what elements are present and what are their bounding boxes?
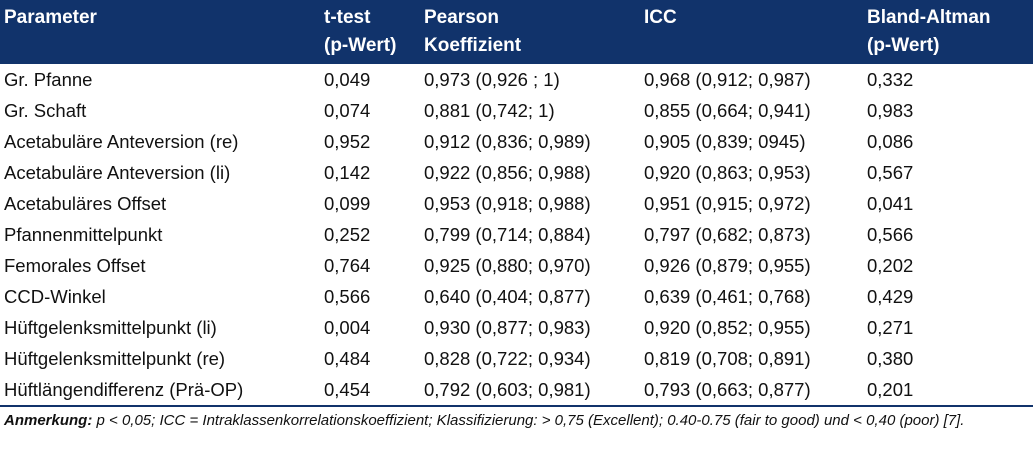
column-header: Parameter: [0, 0, 320, 64]
table-cell: 0,855 (0,664; 0,941): [644, 100, 811, 121]
table-cell: Acetabuläre Anteversion (re): [4, 131, 239, 152]
footnote-label: Anmerkung:: [4, 412, 93, 429]
table-footnote: Anmerkung: p < 0,05; ICC = Intraklassenk…: [0, 407, 1033, 432]
table-cell: Acetabuläre Anteversion (li): [4, 162, 231, 183]
column-header-line1: Bland-Altman: [867, 7, 991, 28]
table-cell: 0,074: [324, 100, 371, 121]
table-cell: 0,920 (0,852; 0,955): [644, 317, 811, 338]
column-header: ICC: [640, 0, 863, 64]
table-row: Acetabuläre Anteversion (re) 0,952 0,912 (…: [0, 126, 1033, 157]
table-row: Acetabuläre Anteversion (li) 0,142 0,922 (…: [0, 157, 1033, 188]
table-cell: 0,566: [324, 286, 371, 307]
column-header: Bland-Altman (p-Wert): [863, 0, 1033, 64]
table-cell: 0,332: [867, 69, 914, 90]
table-cell: 0,968 (0,912; 0,987): [644, 69, 811, 90]
table-row: CCD-Winkel 0,566 0,640 (0,404; 0,877) 0,639…: [0, 281, 1033, 312]
table-cell: 0,041: [867, 193, 914, 214]
table-cell: Pfannenmittelpunkt: [4, 224, 163, 245]
table-cell: Hüftlängendifferenz (Prä-OP): [0, 374, 320, 407]
table-cell: 0,905 (0,839; 0945): [644, 131, 806, 152]
table-cell: Hüftgelenksmittelpunkt (li): [4, 317, 217, 338]
table-cell: Acetabuläres Offset: [4, 193, 167, 214]
table-cell: 0,952: [324, 131, 371, 152]
table-cell: 0,983: [867, 100, 914, 121]
table-row: Hüftgelenksmittelpunkt (li) 0,004 0,930 (0…: [0, 312, 1033, 343]
column-header: t-test (p-Wert): [320, 0, 420, 64]
table-cell: 0,881 (0,742; 1): [424, 100, 555, 121]
table-cell: 0,912 (0,836; 0,989): [424, 131, 591, 152]
table-cell: 0,920 (0,863; 0,953): [644, 162, 811, 183]
table-cell: 0,252: [324, 224, 371, 245]
table-cell: 0,566: [867, 224, 914, 245]
column-header-line1: Parameter: [4, 7, 97, 28]
table-cell: 0,792 (0,603; 0,981): [420, 374, 640, 407]
results-table: Parameter t-test (p-Wert) Pearson Koeffizien…: [0, 0, 1033, 407]
column-header: Pearson Koeffizient: [420, 0, 640, 64]
column-header-line2: (p-Wert): [867, 35, 940, 56]
column-header-line2: Koeffizient: [424, 35, 522, 56]
table-cell: Femorales Offset: [4, 255, 146, 276]
table-cell: 0,380: [867, 348, 914, 369]
table-body: Gr. Pfanne 0,049 0,973 (0,926 ; 1) 0,968 (0…: [0, 64, 1033, 407]
table-cell: Gr. Pfanne: [4, 69, 93, 90]
table-cell: Hüftgelenksmittelpunkt (re): [4, 348, 226, 369]
table-cell: Gr. Schaft: [4, 100, 87, 121]
table-row: Acetabuläres Offset 0,099 0,953 (0,918; 0,…: [0, 188, 1033, 219]
table-cell: 0,973 (0,926 ; 1): [424, 69, 560, 90]
table-cell: 0,819 (0,708; 0,891): [644, 348, 811, 369]
table-cell: 0,793 (0,663; 0,877): [640, 374, 863, 407]
table-row: Hüftgelenksmittelpunkt (re) 0,484 0,828 (0…: [0, 343, 1033, 374]
table-cell: 0,639 (0,461; 0,768): [644, 286, 811, 307]
table-row: Hüftlängendifferenz (Prä-OP) 0,454 0,792 (…: [0, 374, 1033, 407]
table-cell: 0,951 (0,915; 0,972): [644, 193, 811, 214]
table-cell: 0,953 (0,918; 0,988): [424, 193, 591, 214]
table-cell: 0,926 (0,879; 0,955): [644, 255, 811, 276]
table-cell: 0,271: [867, 317, 914, 338]
table-cell: 0,454: [320, 374, 420, 407]
table-cell: 0,086: [867, 131, 914, 152]
table-cell: 0,797 (0,682; 0,873): [644, 224, 811, 245]
table-cell: CCD-Winkel: [4, 286, 106, 307]
column-header-line1: t-test: [324, 7, 371, 28]
table-cell: 0,201: [863, 374, 1033, 407]
table-cell: 0,484: [324, 348, 371, 369]
footnote-text: p < 0,05; ICC = Intraklassenkorrelations…: [92, 412, 965, 429]
table-cell: 0,764: [324, 255, 371, 276]
column-header-line2: (p-Wert): [324, 35, 397, 56]
table-header: Parameter t-test (p-Wert) Pearson Koeffizien…: [0, 0, 1033, 64]
table-row: Gr. Schaft 0,074 0,881 (0,742; 1) 0,855 (0,…: [0, 95, 1033, 126]
table-cell: 0,925 (0,880; 0,970): [424, 255, 591, 276]
table-cell: 0,799 (0,714; 0,884): [424, 224, 591, 245]
table-cell: 0,202: [867, 255, 914, 276]
table-cell: 0,004: [324, 317, 371, 338]
column-header-line1: ICC: [644, 7, 677, 28]
table-cell: 0,142: [324, 162, 371, 183]
table-row: Pfannenmittelpunkt 0,252 0,799 (0,714; 0,8…: [0, 219, 1033, 250]
table-cell: 0,922 (0,856; 0,988): [424, 162, 591, 183]
table-cell: 0,567: [867, 162, 914, 183]
table-row: Gr. Pfanne 0,049 0,973 (0,926 ; 1) 0,968 (0…: [0, 64, 1033, 95]
table-cell: 0,049: [324, 69, 371, 90]
table-cell: 0,429: [867, 286, 914, 307]
table-cell: 0,828 (0,722; 0,934): [424, 348, 591, 369]
table-cell: 0,930 (0,877; 0,983): [424, 317, 591, 338]
column-header-line1: Pearson: [424, 7, 499, 28]
table-cell: 0,099: [324, 193, 371, 214]
table-cell: 0,640 (0,404; 0,877): [424, 286, 591, 307]
table-row: Femorales Offset 0,764 0,925 (0,880; 0,970…: [0, 250, 1033, 281]
